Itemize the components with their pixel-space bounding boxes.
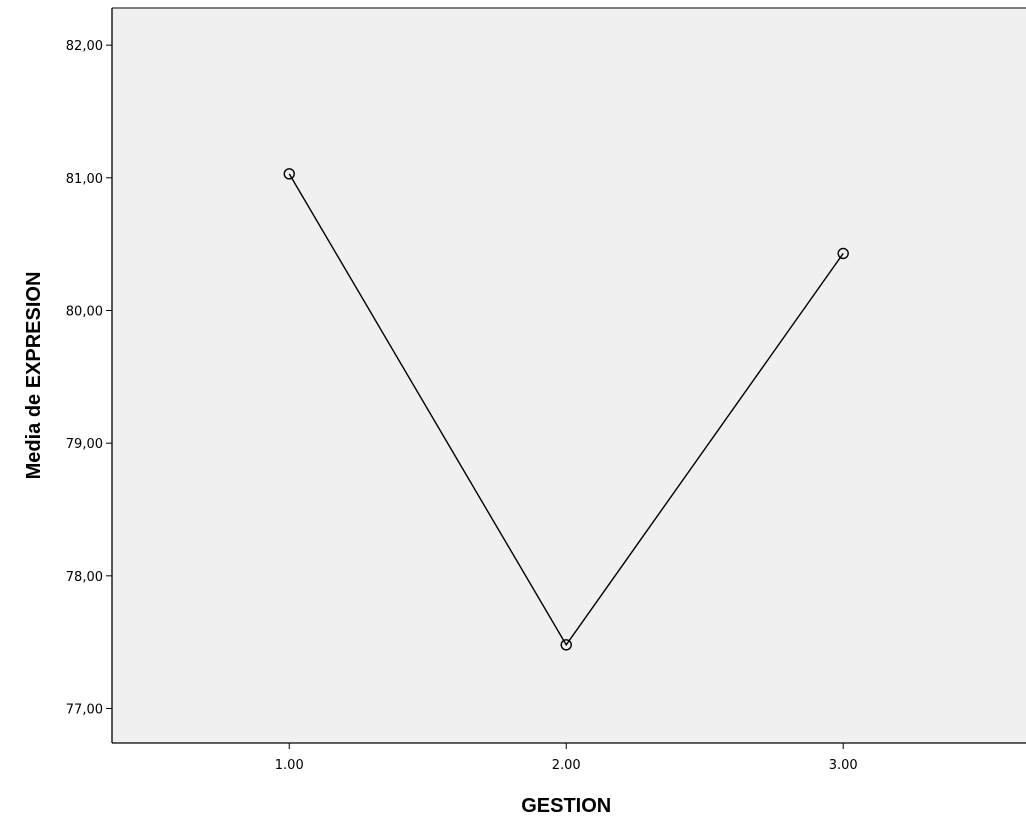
- plot-area: [111, 7, 1026, 744]
- x-tick-label: 1.00: [275, 758, 304, 773]
- data-point: [283, 168, 295, 180]
- x-tick-label: 3.00: [829, 758, 858, 773]
- x-axis-ticks: 1.00 2.00 3.00: [275, 743, 858, 773]
- x-tick-label: 2.00: [552, 758, 581, 773]
- plot-background: [112, 8, 1026, 743]
- x-axis-title: GESTION: [521, 795, 611, 817]
- data-point: [560, 639, 572, 651]
- series-group: [283, 168, 849, 651]
- y-tick-label: 80,00: [66, 304, 103, 319]
- y-tick-label: 79,00: [66, 437, 103, 452]
- data-point: [837, 247, 849, 260]
- y-axis-title: Media de EXPRESION: [23, 272, 45, 480]
- series-line: [288, 173, 844, 647]
- y-tick-label: 82,00: [66, 39, 103, 54]
- y-tick-label: 77,00: [66, 703, 103, 718]
- y-axis-ticks: 77,00 78,00 79,00 80,00 81,00 82,00: [66, 39, 112, 718]
- y-tick-label: 81,00: [66, 172, 103, 187]
- y-tick-label: 78,00: [66, 570, 103, 585]
